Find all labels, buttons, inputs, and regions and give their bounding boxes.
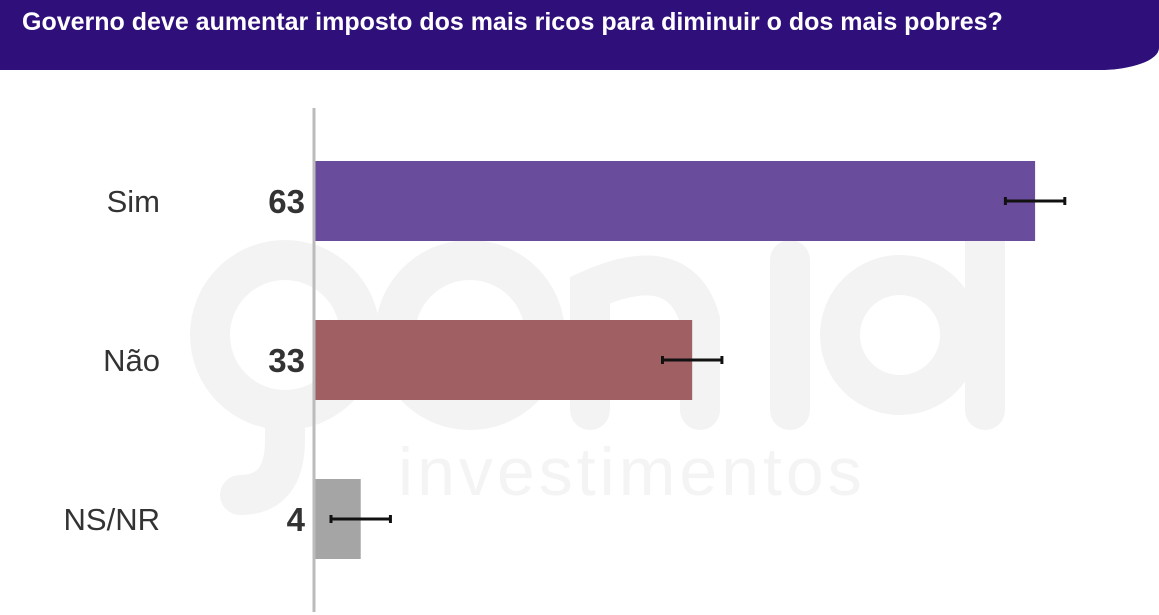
error-bar <box>329 515 392 523</box>
bar-sim <box>315 161 1036 241</box>
value-label: 4 <box>287 501 306 538</box>
header-bar: Governo deve aumentar imposto dos mais r… <box>0 0 1159 70</box>
category-label: NS/NR <box>64 502 160 537</box>
value-label: 33 <box>268 342 305 379</box>
bar-n-o <box>315 320 693 400</box>
error-bar <box>660 356 724 364</box>
error-bar <box>1003 197 1067 205</box>
category-label: Sim <box>107 184 160 219</box>
watermark-tagline: investimentos <box>398 434 866 510</box>
category-label: Não <box>103 343 160 378</box>
value-label: 63 <box>268 183 305 220</box>
page-title: Governo deve aumentar imposto dos mais r… <box>22 8 1003 36</box>
